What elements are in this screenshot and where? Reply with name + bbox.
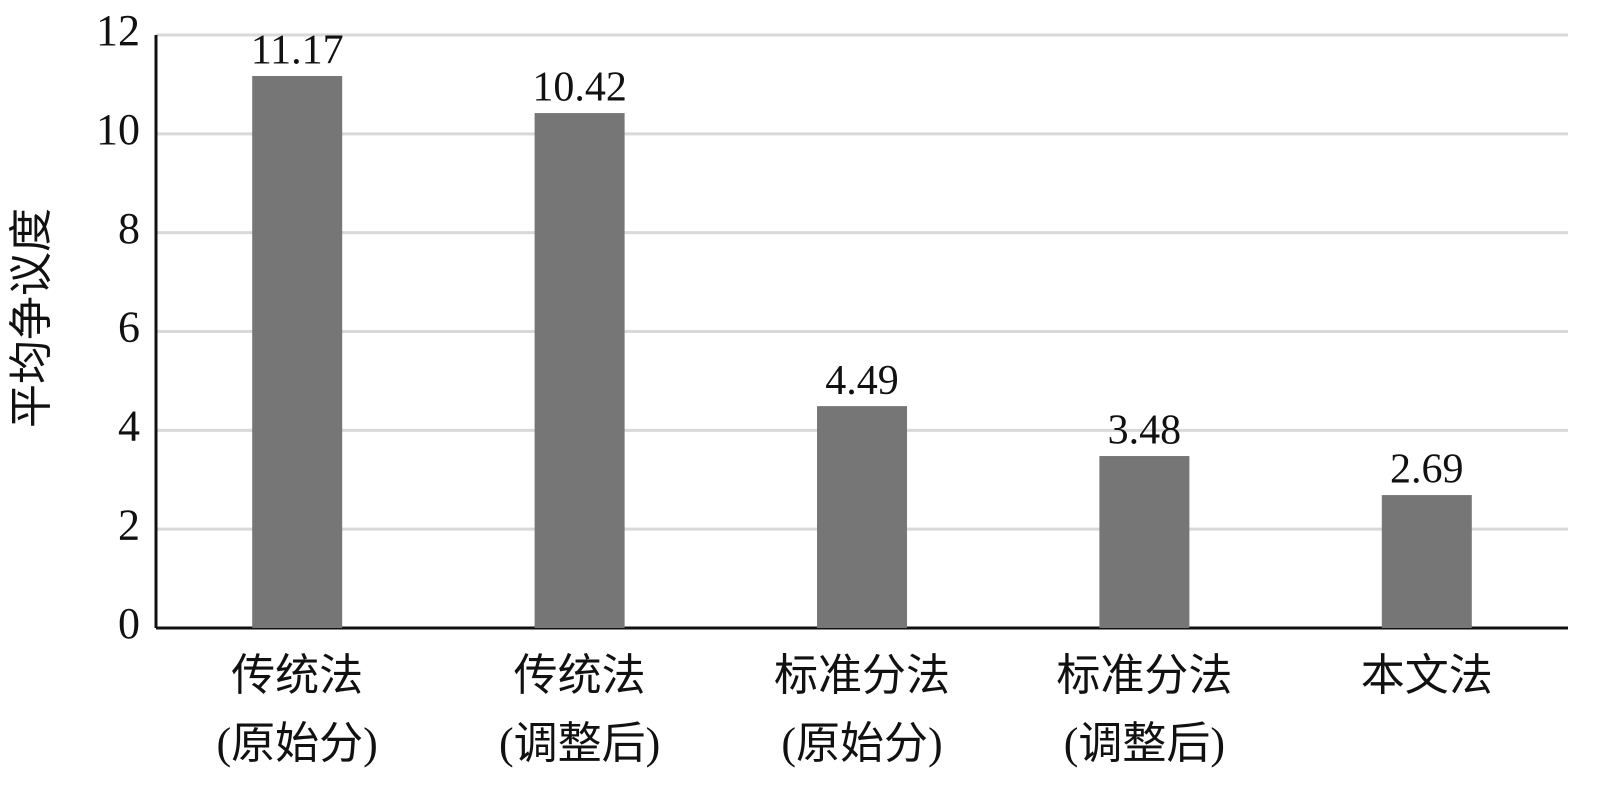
x-tick-label: (调整后)	[499, 719, 660, 768]
value-label: 4.49	[825, 358, 899, 404]
y-tick-label: 6	[118, 303, 140, 352]
y-tick-label: 4	[118, 401, 140, 450]
bar	[817, 406, 907, 628]
x-tick-label: (原始分)	[217, 719, 378, 768]
y-tick-label: 12	[96, 6, 140, 55]
x-tick-label: 本文法	[1361, 651, 1493, 700]
bar	[252, 76, 343, 629]
y-tick-label: 10	[96, 105, 140, 154]
x-tick-label: 传统法	[231, 651, 363, 700]
y-tick-label: 8	[118, 204, 140, 253]
x-tick-label: (原始分)	[781, 719, 942, 768]
bar	[1381, 495, 1472, 628]
x-tick-label: 标准分法	[774, 651, 950, 700]
value-label: 2.69	[1390, 447, 1464, 493]
value-label: 3.48	[1108, 408, 1182, 454]
x-tick-label: 标准分法	[1056, 651, 1232, 700]
value-label: 10.42	[532, 65, 627, 111]
bar	[1099, 456, 1190, 628]
x-tick-label: 传统法	[514, 651, 646, 700]
value-label: 11.17	[251, 28, 344, 74]
y-axis-title: 平均争议度	[7, 208, 56, 428]
bar	[534, 113, 625, 629]
y-tick-label: 2	[118, 500, 140, 549]
x-tick-label: (调整后)	[1064, 719, 1225, 768]
y-tick-label: 0	[118, 599, 140, 648]
